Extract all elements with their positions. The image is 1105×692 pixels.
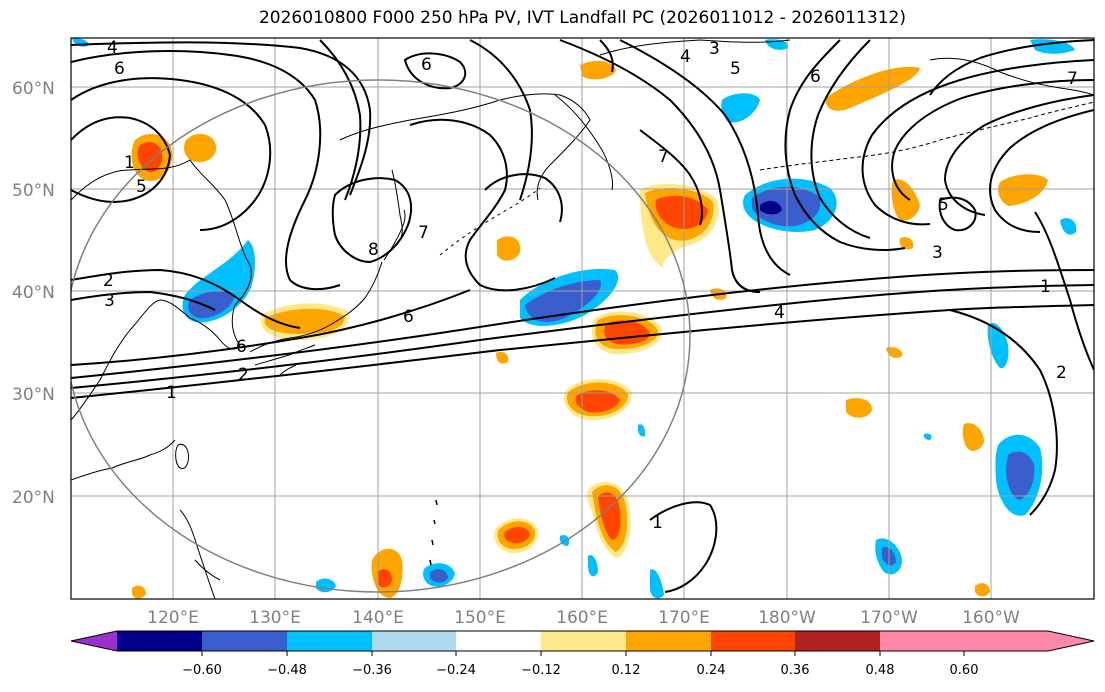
contour-label: 5 — [730, 59, 741, 79]
lon-label: 150°E — [454, 608, 506, 628]
colorbar-extend-high — [880, 631, 1094, 651]
colorbar-tick-label: 0.12 — [612, 663, 641, 678]
lat-label: 40°N — [12, 283, 55, 303]
colorbar-extend-low — [71, 631, 117, 651]
contour-label: 6 — [114, 59, 125, 79]
lat-label: 60°N — [12, 79, 55, 99]
colorbar-tick-label: 0.48 — [866, 663, 895, 678]
colorbar-swatch — [117, 631, 202, 651]
contour-label: 4 — [107, 38, 118, 58]
colorbar-outline — [70, 630, 1095, 652]
colorbar-tick-label: −0.60 — [182, 663, 222, 678]
colorbar-swatch — [202, 631, 287, 651]
map-frame — [70, 37, 1095, 600]
contour-label: 7 — [658, 147, 669, 167]
contour-label: 6 — [421, 55, 432, 75]
colorbar-tick-label: 0.24 — [697, 663, 726, 678]
colorbar-tick-label: −0.24 — [436, 663, 476, 678]
colorbar-tick-label: 0.60 — [950, 663, 979, 678]
coastlines — [71, 39, 1094, 599]
contour-label: 2 — [238, 365, 249, 385]
contour-label: 1 — [652, 513, 663, 533]
colorbar-swatch — [541, 631, 626, 651]
contour-label-group: 4 6 1 5 2 3 6 8 7 6 4 3 5 6 7 7 5 3 1 4 … — [103, 38, 1078, 533]
contour-label: 4 — [774, 303, 785, 323]
contour-label: 1 — [1040, 277, 1051, 297]
lon-label: 120°E — [147, 608, 199, 628]
contour-label: 5 — [136, 177, 147, 197]
lat-label: 50°N — [12, 181, 55, 201]
lon-label: 130°E — [249, 608, 301, 628]
lon-label: 170°W — [860, 608, 918, 628]
contour-label: 6 — [403, 307, 414, 327]
contour-label: 2 — [1056, 363, 1067, 383]
contour-label: 3 — [709, 39, 720, 59]
landfall-radius-circle — [71, 79, 691, 593]
lat-label: 30°N — [12, 385, 55, 405]
graticule — [71, 38, 1094, 599]
lon-label: 140°E — [352, 608, 404, 628]
contour-label: 7 — [418, 223, 429, 243]
colorbar-tick-label: −0.12 — [521, 663, 561, 678]
colorbar-tick-label: −0.48 — [267, 663, 307, 678]
colorbar-tick-label: −0.36 — [352, 663, 392, 678]
contour-label: 6 — [236, 337, 247, 357]
contour-label: 7 — [1067, 69, 1078, 89]
colorbar-swatch — [456, 631, 541, 651]
longitude-labels: 120°E 130°E 140°E 150°E 160°E 170°E 180°… — [147, 608, 1020, 628]
lon-label: 160°E — [556, 608, 608, 628]
colorbar-swatch — [711, 631, 795, 651]
lon-label: 180°W — [758, 608, 816, 628]
colorbar-swatch — [372, 631, 456, 651]
colorbar-swatch — [795, 631, 880, 651]
lat-label: 20°N — [12, 488, 55, 508]
contour-label: 1 — [166, 383, 177, 403]
contour-label: 6 — [810, 67, 821, 87]
lon-label: 170°E — [658, 608, 710, 628]
lon-label: 160°W — [962, 608, 1020, 628]
colorbar: −0.60 −0.48 −0.36 −0.24 −0.12 0.12 0.24 … — [70, 630, 1095, 678]
contour-label: 2 — [103, 271, 114, 291]
contour-label: 5 — [938, 195, 949, 215]
contour-label: 1 — [124, 153, 135, 173]
colorbar-swatch — [287, 631, 372, 651]
contour-label: 4 — [680, 47, 691, 67]
latitude-labels: 60°N 50°N 40°N 30°N 20°N — [12, 79, 55, 508]
contour-label: 3 — [104, 291, 115, 311]
colorbar-tick-label: 0.36 — [781, 663, 810, 678]
contour-label: 3 — [932, 243, 943, 263]
contour-label: 8 — [368, 240, 379, 260]
positive-anomaly-shading — [131, 60, 1048, 599]
map-title: 2026010800 F000 250 hPa PV, IVT Landfall… — [258, 8, 906, 28]
colorbar-swatch — [626, 631, 711, 651]
